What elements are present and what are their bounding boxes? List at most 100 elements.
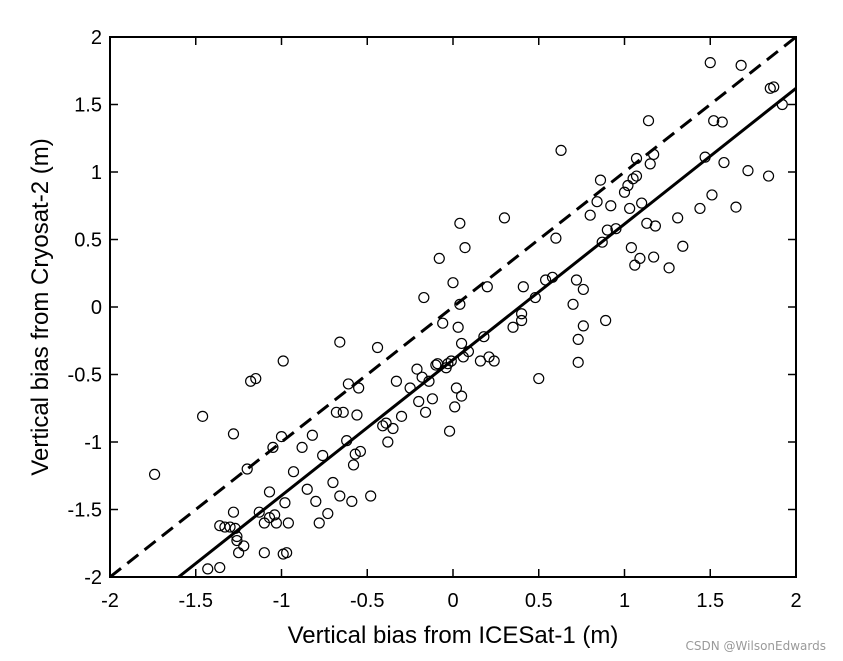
data-point <box>481 281 493 293</box>
data-point <box>730 201 742 213</box>
data-point <box>625 242 637 254</box>
y-tick-label: -0.5 <box>68 365 102 387</box>
data-point <box>768 81 780 93</box>
data-point <box>529 291 541 304</box>
data-point <box>443 425 456 437</box>
data-point <box>630 152 643 165</box>
data-point <box>282 517 294 529</box>
data-point <box>231 530 243 543</box>
data-point <box>498 212 511 224</box>
x-tick-label: 2 <box>790 590 801 612</box>
data-point <box>634 252 646 264</box>
data-point <box>605 200 617 212</box>
data-point <box>572 333 584 345</box>
data-point <box>624 202 636 215</box>
data-point <box>663 262 675 274</box>
data-point <box>591 196 603 208</box>
data-point <box>327 476 339 489</box>
data-point <box>346 495 358 507</box>
data-point <box>202 563 214 575</box>
data-point <box>330 406 342 418</box>
y-axis-label: Vertical bias from Cryosat-2 (m) <box>27 138 54 475</box>
data-point <box>382 436 394 448</box>
data-point <box>600 314 612 327</box>
data-point <box>334 336 346 348</box>
data-point <box>430 359 442 371</box>
data-point <box>277 355 289 367</box>
data-point <box>572 356 584 368</box>
data-point <box>546 271 559 283</box>
data-point <box>455 337 468 350</box>
data-point <box>452 321 464 333</box>
data-point <box>148 468 161 480</box>
x-tick-label: 1.5 <box>696 590 724 612</box>
data-point <box>462 345 475 358</box>
data-point <box>351 409 363 421</box>
data-point <box>706 189 718 201</box>
x-axis-label: Vertical bias from ICESat-1 (m) <box>288 622 619 649</box>
data-point <box>313 517 325 529</box>
data-point <box>349 448 361 460</box>
data-point <box>263 511 276 524</box>
data-point <box>287 466 300 478</box>
data-point <box>515 314 528 327</box>
data-point <box>449 401 461 413</box>
x-tick-label: -0.5 <box>350 590 384 612</box>
data-point <box>310 495 322 507</box>
x-tick-label: 0 <box>447 590 458 612</box>
data-point <box>567 298 579 310</box>
data-point <box>694 202 706 215</box>
data-point <box>418 291 430 304</box>
data-point <box>380 417 392 429</box>
data-point <box>540 274 552 286</box>
data-point <box>454 298 466 310</box>
data-point <box>699 151 711 163</box>
data-point <box>353 382 365 394</box>
data-point <box>442 358 454 370</box>
data-point <box>404 382 416 394</box>
data-point <box>347 459 360 471</box>
data-point <box>342 378 354 390</box>
data-point <box>648 148 660 161</box>
data-point <box>718 156 730 169</box>
data-point <box>433 252 445 264</box>
data-point <box>716 116 728 128</box>
data-point <box>618 186 631 198</box>
y-tick-label: 1 <box>91 162 102 184</box>
data-point <box>419 406 432 418</box>
data-point <box>437 317 449 329</box>
data-point <box>377 420 389 432</box>
data-point <box>577 283 589 296</box>
data-point <box>238 540 250 552</box>
data-point <box>231 534 243 547</box>
y-tick-label: 2 <box>91 27 102 49</box>
data-point <box>601 224 613 236</box>
data-point <box>627 173 639 185</box>
data-point <box>229 522 241 535</box>
data-point <box>630 170 643 182</box>
data-point <box>317 449 329 462</box>
x-tick-label: 0.5 <box>525 590 553 612</box>
data-point <box>596 236 608 248</box>
y-tick-label: -1.5 <box>68 500 102 522</box>
data-point <box>426 393 439 405</box>
y-tick-label: 0.5 <box>74 230 102 252</box>
data-point <box>390 375 403 387</box>
data-point <box>214 561 226 574</box>
data-point <box>649 220 661 232</box>
data-point <box>550 232 562 244</box>
data-point <box>306 429 318 441</box>
data-point <box>507 321 519 333</box>
data-point <box>455 390 468 402</box>
data-point <box>533 372 545 385</box>
data-point <box>227 428 240 440</box>
y-tick-label: -2 <box>84 567 102 589</box>
data-point <box>636 197 648 209</box>
x-tick-label: -1 <box>273 590 291 612</box>
data-point <box>677 240 689 252</box>
data-point <box>387 422 399 435</box>
data-point <box>515 308 528 320</box>
data-point <box>594 174 607 186</box>
data-point <box>241 463 253 475</box>
data-point <box>517 281 529 293</box>
